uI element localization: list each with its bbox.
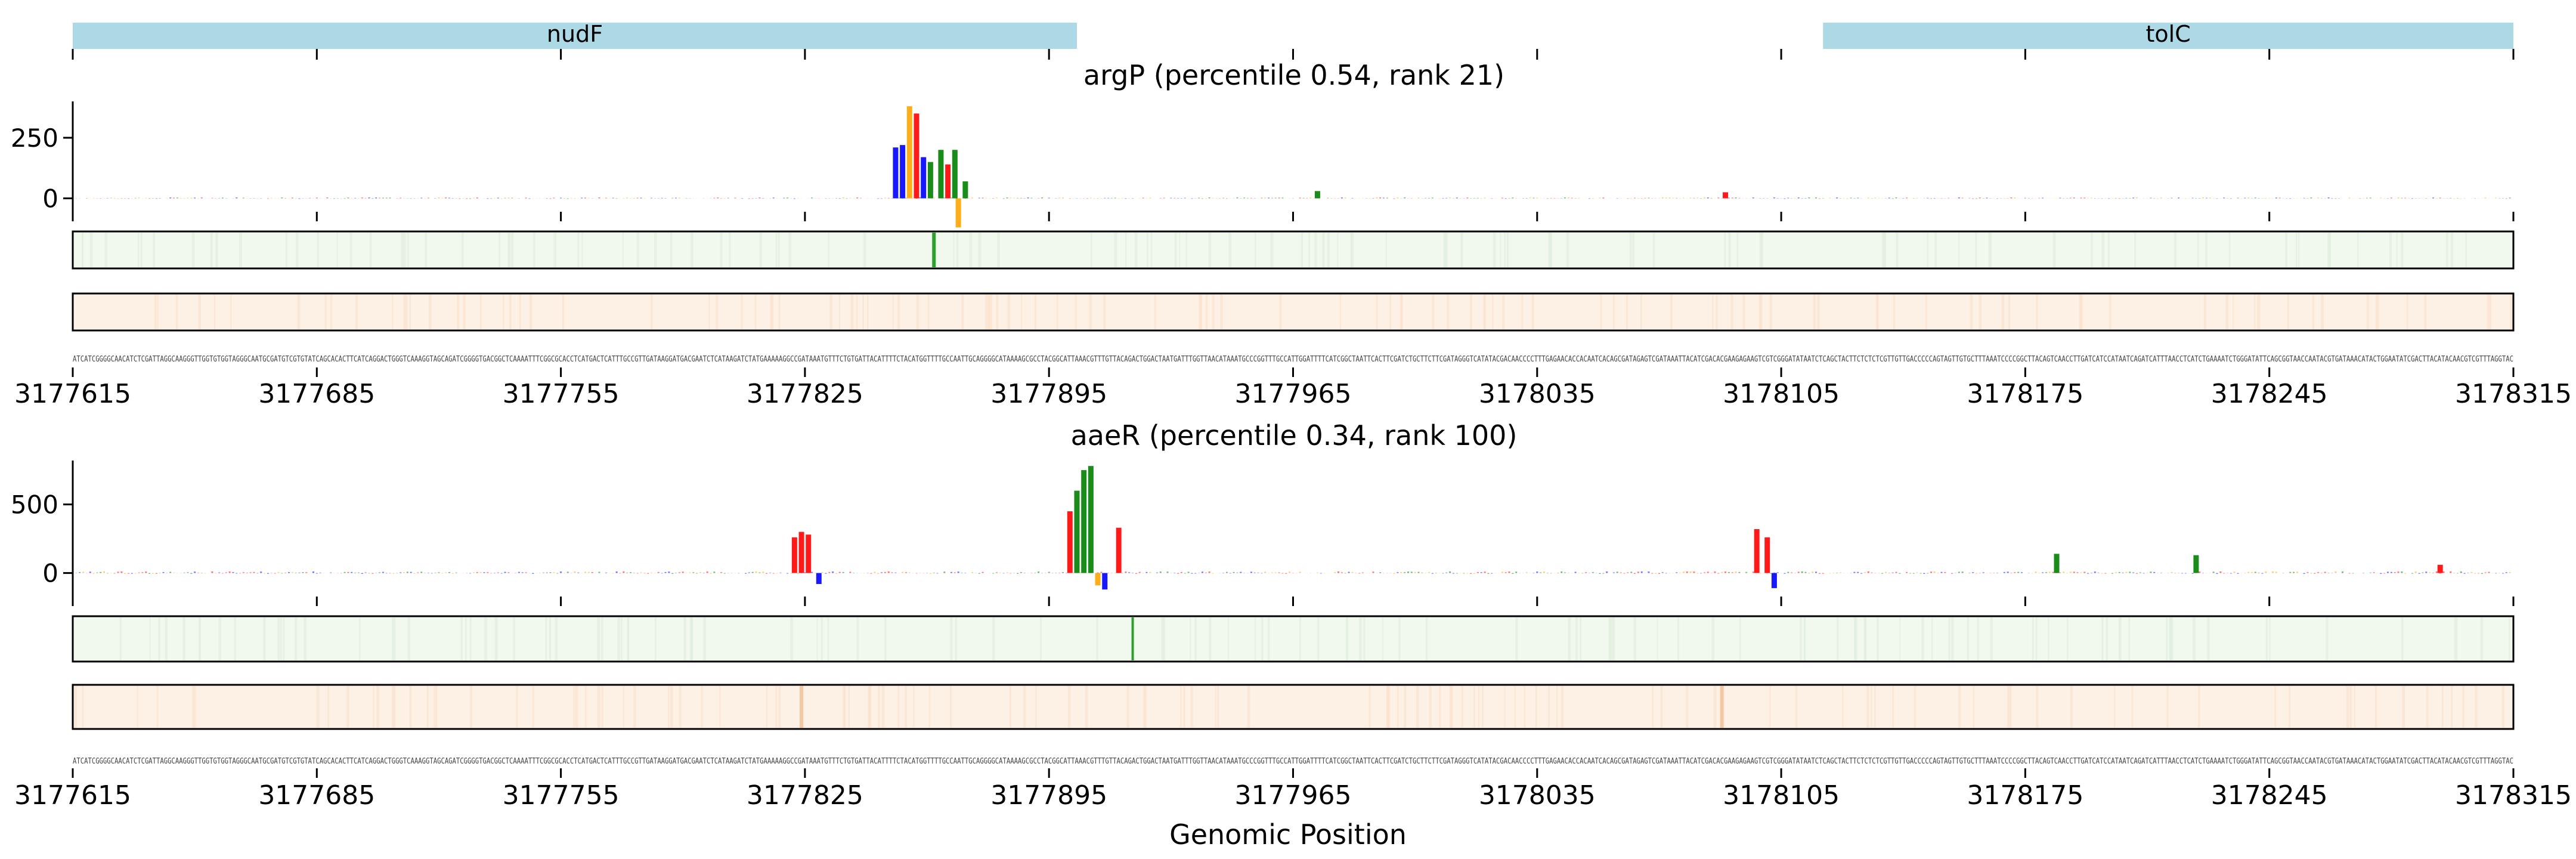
peak-glyph xyxy=(952,150,958,199)
x-tick-label: 3178175 xyxy=(1967,780,2083,811)
peak-glyph xyxy=(945,164,951,199)
x-tick-label: 3177825 xyxy=(747,379,863,409)
peak-glyph xyxy=(806,534,812,573)
green-attribution-track xyxy=(72,615,2515,663)
x-tick-label: 3178315 xyxy=(2455,379,2572,409)
gene-label-nudF: nudF xyxy=(547,21,603,47)
peak-glyph xyxy=(816,573,822,584)
peak-glyph xyxy=(927,162,933,199)
peak-glyph xyxy=(914,113,919,199)
gene-annotation-track: nudF tolC xyxy=(72,21,2515,60)
sequence-text: ATCATCGGGGCAACATCTCGATTAGGCAAGGGTTGGTGTG… xyxy=(73,757,2513,766)
x-tick-label: 3177615 xyxy=(14,780,131,811)
peak-glyph xyxy=(1314,191,1320,199)
x-tick-label: 3178035 xyxy=(1479,780,1596,811)
x-tick-label: 3178245 xyxy=(2211,780,2328,811)
x-tick-label: 3177965 xyxy=(1235,379,1352,409)
peak-glyph xyxy=(1088,466,1094,573)
peak-glyph xyxy=(938,150,944,199)
x-tick-label: 3178035 xyxy=(1479,379,1596,409)
peak-glyph xyxy=(1723,192,1729,199)
orange-attribution-track xyxy=(72,292,2515,332)
y-tick-label: 0 xyxy=(42,184,58,214)
peak-glyph xyxy=(1764,537,1770,573)
x-tick-label: 3177755 xyxy=(503,379,620,409)
peak-glyph xyxy=(1102,573,1108,590)
peak-glyph xyxy=(798,532,804,573)
peak-glyph xyxy=(1081,470,1087,573)
aaeR-panel: aaeR (percentile 0.34, rank 100) 0 500 ATCA… xyxy=(11,419,2572,811)
x-tick-label: 3177615 xyxy=(14,379,131,409)
x-tick-label: 3177685 xyxy=(258,379,375,409)
x-tick-label: 3177755 xyxy=(503,780,620,811)
x-tick-label: 3177895 xyxy=(990,780,1107,811)
x-tick-label: 3178105 xyxy=(1723,780,1840,811)
peak-glyph xyxy=(1116,527,1122,573)
peak-glyph xyxy=(893,147,899,199)
x-tick-label: 3177895 xyxy=(990,379,1107,409)
peak-glyph xyxy=(962,181,968,199)
x-tick-label: 3177825 xyxy=(747,780,863,811)
panel-title: argP (percentile 0.54, rank 21) xyxy=(1083,59,1504,91)
x-tick-label: 3177685 xyxy=(258,780,375,811)
x-tick-label: 3178175 xyxy=(1967,379,2083,409)
peak-glyph xyxy=(1095,573,1101,586)
peak-glyph xyxy=(1067,511,1073,573)
peak-glyph xyxy=(955,198,961,228)
argP-panel: argP (percentile 0.54, rank 21) 0 250 ATCAT… xyxy=(11,59,2572,409)
y-tick-label: 250 xyxy=(11,123,58,153)
gene-bar-tolC xyxy=(1823,23,2513,49)
x-tick-label: 3178315 xyxy=(2455,780,2572,811)
panel-title: aaeR (percentile 0.34, rank 100) xyxy=(1071,419,1518,452)
y-tick-label: 0 xyxy=(42,559,58,588)
y-tick-label: 500 xyxy=(11,490,58,520)
peak-glyph xyxy=(2437,564,2443,573)
peak-glyph xyxy=(900,145,906,199)
peak-glyph xyxy=(1074,490,1080,573)
peak-glyph xyxy=(906,106,912,199)
gene-label-tolC: tolC xyxy=(2146,21,2191,47)
x-tick-label: 3178245 xyxy=(2211,379,2328,409)
peak-glyph xyxy=(2054,554,2060,573)
x-tick-label: 3178105 xyxy=(1723,379,1840,409)
peak-glyph xyxy=(791,537,797,573)
x-axis-label: Genomic Position xyxy=(1169,818,1407,851)
green-attribution-track xyxy=(72,230,2515,270)
sequence-text: ATCATCGGGGCAACATCTCGATTAGGCAAGGGTTGGTGTG… xyxy=(73,355,2513,364)
peak-glyph xyxy=(1771,573,1777,588)
peak-glyph xyxy=(2193,555,2199,573)
peak-glyph xyxy=(1754,529,1760,573)
orange-attribution-track xyxy=(72,684,2515,730)
x-tick-label: 3177965 xyxy=(1235,780,1352,811)
peak-glyph xyxy=(921,157,927,199)
gene-bar-nudF xyxy=(73,23,1077,49)
